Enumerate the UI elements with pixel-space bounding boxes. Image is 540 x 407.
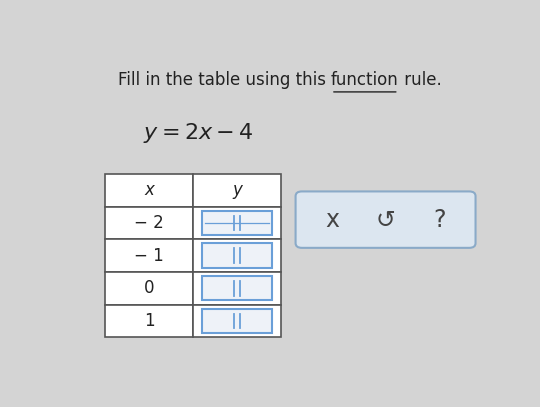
- Bar: [202, 211, 272, 235]
- Bar: [193, 207, 281, 239]
- Text: x: x: [325, 208, 339, 232]
- Bar: [193, 272, 281, 304]
- Text: x: x: [144, 182, 154, 199]
- Bar: [105, 272, 193, 304]
- Text: function: function: [331, 71, 399, 89]
- Text: $y=2x-4$: $y=2x-4$: [143, 121, 253, 145]
- Text: y: y: [232, 182, 242, 199]
- Text: Fill in the table using this: Fill in the table using this: [118, 71, 331, 89]
- Text: 1: 1: [144, 312, 154, 330]
- Text: ?: ?: [433, 208, 446, 232]
- Bar: [202, 309, 272, 333]
- Bar: [105, 207, 193, 239]
- Bar: [105, 239, 193, 272]
- Text: rule.: rule.: [399, 71, 442, 89]
- Text: − 2: − 2: [134, 214, 164, 232]
- Bar: [105, 174, 193, 207]
- FancyBboxPatch shape: [295, 191, 476, 248]
- Bar: [193, 304, 281, 337]
- Bar: [193, 174, 281, 207]
- Bar: [202, 243, 272, 268]
- Bar: [202, 276, 272, 300]
- Bar: [105, 304, 193, 337]
- Text: ↺: ↺: [376, 208, 395, 232]
- Text: 0: 0: [144, 279, 154, 297]
- Bar: [193, 239, 281, 272]
- Text: − 1: − 1: [134, 247, 164, 265]
